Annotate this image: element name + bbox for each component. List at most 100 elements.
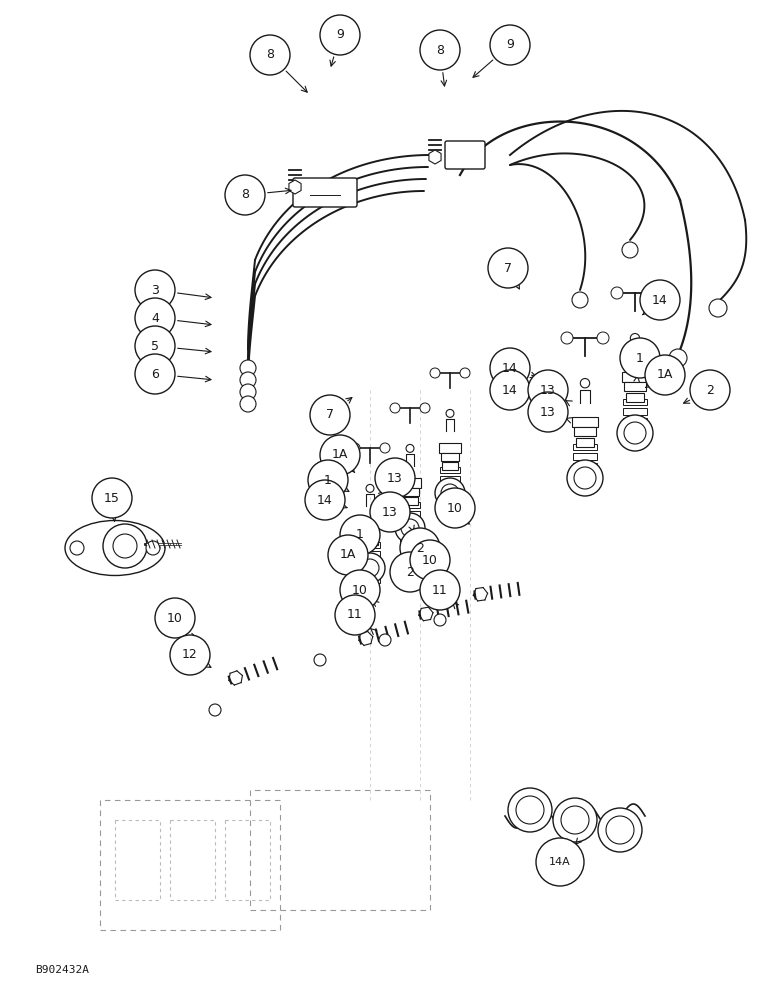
Bar: [400, 520, 420, 526]
Circle shape: [240, 360, 256, 376]
Circle shape: [536, 838, 584, 886]
Circle shape: [606, 816, 634, 844]
Circle shape: [640, 280, 680, 320]
Circle shape: [561, 806, 589, 834]
Circle shape: [103, 524, 147, 568]
Circle shape: [406, 444, 414, 452]
Text: 1: 1: [636, 352, 644, 364]
Circle shape: [446, 409, 454, 417]
Bar: [574, 463, 597, 470]
Bar: [360, 577, 380, 583]
FancyBboxPatch shape: [445, 141, 485, 169]
Circle shape: [597, 332, 609, 344]
Circle shape: [240, 372, 256, 388]
Circle shape: [355, 553, 385, 583]
Text: 7: 7: [326, 408, 334, 422]
Text: 10: 10: [352, 584, 368, 596]
Circle shape: [350, 443, 360, 453]
Circle shape: [340, 570, 380, 610]
Circle shape: [572, 292, 588, 308]
Circle shape: [574, 467, 596, 489]
Bar: [360, 542, 380, 548]
Circle shape: [146, 541, 160, 555]
Bar: [360, 560, 380, 566]
Circle shape: [380, 443, 390, 453]
Bar: [359, 518, 381, 528]
Bar: [574, 483, 597, 490]
Circle shape: [401, 519, 419, 537]
Text: 10: 10: [422, 554, 438, 566]
Circle shape: [528, 392, 568, 432]
Bar: [439, 443, 461, 453]
Circle shape: [370, 492, 410, 532]
Circle shape: [435, 478, 465, 508]
Circle shape: [617, 415, 653, 451]
Circle shape: [135, 354, 175, 394]
Circle shape: [516, 796, 544, 824]
Text: 11: 11: [347, 608, 363, 621]
Circle shape: [305, 480, 345, 520]
Text: 6: 6: [151, 367, 159, 380]
Text: 2: 2: [706, 383, 714, 396]
Bar: [401, 488, 419, 496]
Text: 14: 14: [502, 383, 518, 396]
Text: 11: 11: [432, 584, 448, 596]
Circle shape: [435, 488, 475, 528]
Bar: [623, 418, 647, 425]
Circle shape: [490, 348, 530, 388]
Circle shape: [209, 704, 221, 716]
Circle shape: [135, 270, 175, 310]
Circle shape: [390, 403, 400, 413]
Circle shape: [488, 248, 528, 288]
Circle shape: [624, 422, 646, 444]
Text: 1A: 1A: [657, 368, 673, 381]
Circle shape: [645, 355, 685, 395]
Bar: [440, 485, 460, 491]
Text: 14: 14: [652, 294, 668, 306]
Text: 2: 2: [406, 566, 414, 578]
Circle shape: [598, 808, 642, 852]
Circle shape: [375, 458, 415, 498]
Bar: [402, 497, 418, 505]
Text: 1: 1: [356, 528, 364, 542]
Circle shape: [420, 570, 460, 610]
Bar: [400, 502, 420, 508]
Circle shape: [434, 614, 446, 626]
Bar: [440, 502, 460, 508]
Circle shape: [328, 535, 368, 575]
Circle shape: [170, 635, 210, 675]
Text: 13: 13: [540, 383, 556, 396]
Circle shape: [669, 349, 687, 367]
Bar: [441, 453, 459, 461]
Circle shape: [390, 552, 430, 592]
Bar: [574, 473, 597, 480]
Circle shape: [92, 478, 132, 518]
Bar: [362, 537, 378, 545]
Bar: [574, 453, 597, 460]
Text: 9: 9: [336, 28, 344, 41]
Text: 14: 14: [502, 361, 518, 374]
Bar: [440, 467, 460, 473]
Circle shape: [320, 435, 360, 475]
Text: 8: 8: [436, 43, 444, 56]
FancyBboxPatch shape: [293, 178, 357, 207]
Bar: [361, 528, 379, 536]
Text: 8: 8: [241, 188, 249, 202]
Circle shape: [155, 598, 195, 638]
Text: 7: 7: [504, 261, 512, 274]
Circle shape: [508, 788, 552, 832]
Ellipse shape: [65, 520, 165, 576]
Circle shape: [620, 338, 660, 378]
Bar: [574, 427, 596, 436]
Circle shape: [441, 484, 459, 502]
Circle shape: [490, 25, 530, 65]
Bar: [626, 393, 644, 402]
Circle shape: [340, 515, 380, 555]
Circle shape: [240, 396, 256, 412]
Text: 10: 10: [167, 611, 183, 624]
Bar: [622, 371, 648, 382]
Bar: [440, 476, 460, 482]
Text: 14A: 14A: [549, 857, 571, 867]
Circle shape: [310, 395, 350, 435]
Bar: [623, 438, 647, 445]
